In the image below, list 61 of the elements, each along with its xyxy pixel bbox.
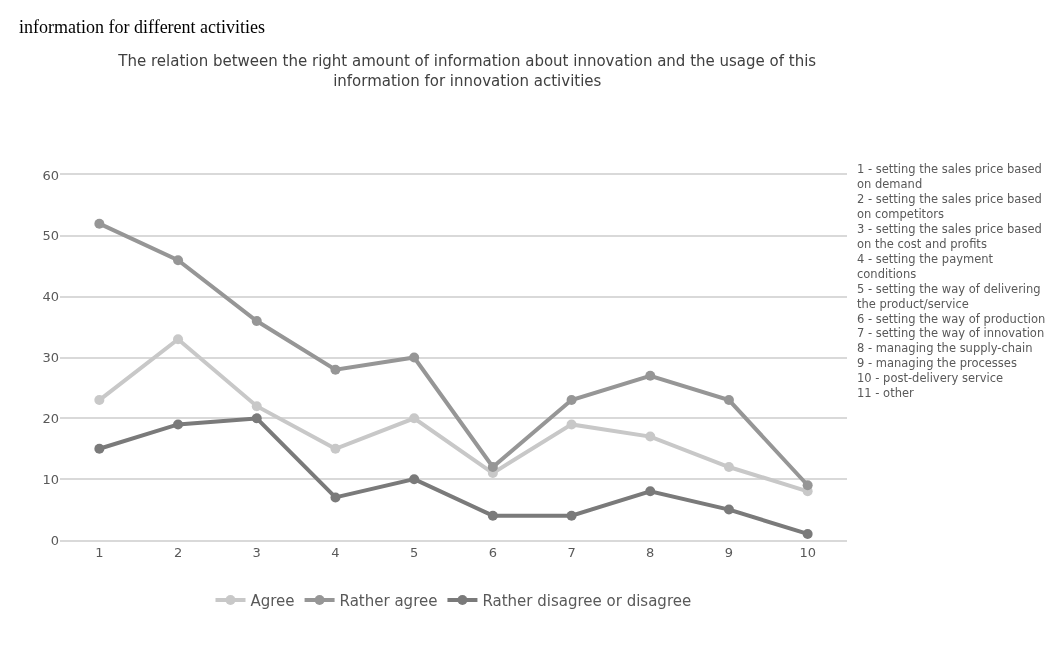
point — [330, 492, 341, 503]
point — [645, 431, 656, 442]
y-tick-label: 50 — [42, 228, 59, 244]
point — [173, 419, 184, 430]
point — [251, 413, 262, 424]
x-tick-label: 1 — [95, 545, 104, 561]
point — [566, 419, 577, 430]
text: 8 - managing the supply-chain — [857, 341, 1033, 356]
x-tick-label: 8 — [646, 545, 655, 561]
point — [566, 510, 577, 521]
point — [723, 462, 734, 472]
x-tick-label: 10 — [799, 545, 816, 561]
point — [487, 462, 498, 472]
point — [94, 395, 105, 406]
text: 5 - setting the way of delivering the product/service — [857, 281, 1041, 311]
x-tick-label: 5 — [410, 545, 419, 561]
text: 9 - managing the processes — [857, 356, 1017, 371]
x-tick-label: 3 — [252, 545, 261, 561]
text: 6 - setting the way of production — [857, 311, 1046, 326]
point — [94, 443, 105, 454]
point — [566, 395, 577, 406]
point — [409, 474, 420, 485]
point — [251, 401, 262, 412]
point — [330, 443, 341, 454]
legend-label: Rather disagree or disagree — [482, 591, 692, 610]
point — [645, 370, 656, 381]
text: 11 - other — [857, 386, 914, 401]
text: information for different activities — [19, 17, 266, 37]
point — [173, 255, 184, 266]
y-tick-label: 10 — [42, 471, 59, 487]
point — [723, 504, 734, 515]
x-tick-label: 2 — [173, 545, 183, 561]
y-tick-label: 40 — [42, 289, 59, 305]
point — [645, 486, 656, 497]
point — [173, 334, 184, 345]
text: 4 - setting the payment conditions — [857, 251, 994, 281]
y-tick-label: 30 — [42, 350, 59, 366]
text: 2 - setting the sales price based on competitors — [857, 191, 1042, 221]
point — [251, 316, 262, 326]
text: 7 - setting the way of innovation — [857, 326, 1045, 341]
point — [802, 480, 813, 491]
x-tick-label: 9 — [724, 545, 734, 561]
x-tick-label: 4 — [331, 545, 340, 561]
y-tick-label: 20 — [42, 410, 59, 426]
text: 1 - setting the sales price based on demand — [857, 162, 1042, 191]
y-tick-label: 0 — [50, 532, 59, 548]
legend-label: Rather agree — [339, 591, 438, 610]
point — [723, 395, 734, 406]
legend-label: Agree — [250, 591, 295, 610]
point — [487, 510, 498, 521]
text: 10 - post-delivery service — [857, 371, 1004, 386]
point — [409, 413, 420, 424]
chart-title: The relation between the right amount of information about innovation and the usage of this information for innovation activities — [117, 52, 817, 90]
y-tick-label: 60 — [42, 167, 59, 183]
text: 3 - setting the sales price based on the cost and profits — [857, 221, 1042, 251]
point — [802, 528, 813, 539]
point — [94, 218, 105, 229]
point — [409, 352, 420, 363]
x-tick-label: 6 — [488, 545, 497, 561]
point — [330, 364, 341, 375]
x-tick-label: 7 — [567, 545, 576, 561]
